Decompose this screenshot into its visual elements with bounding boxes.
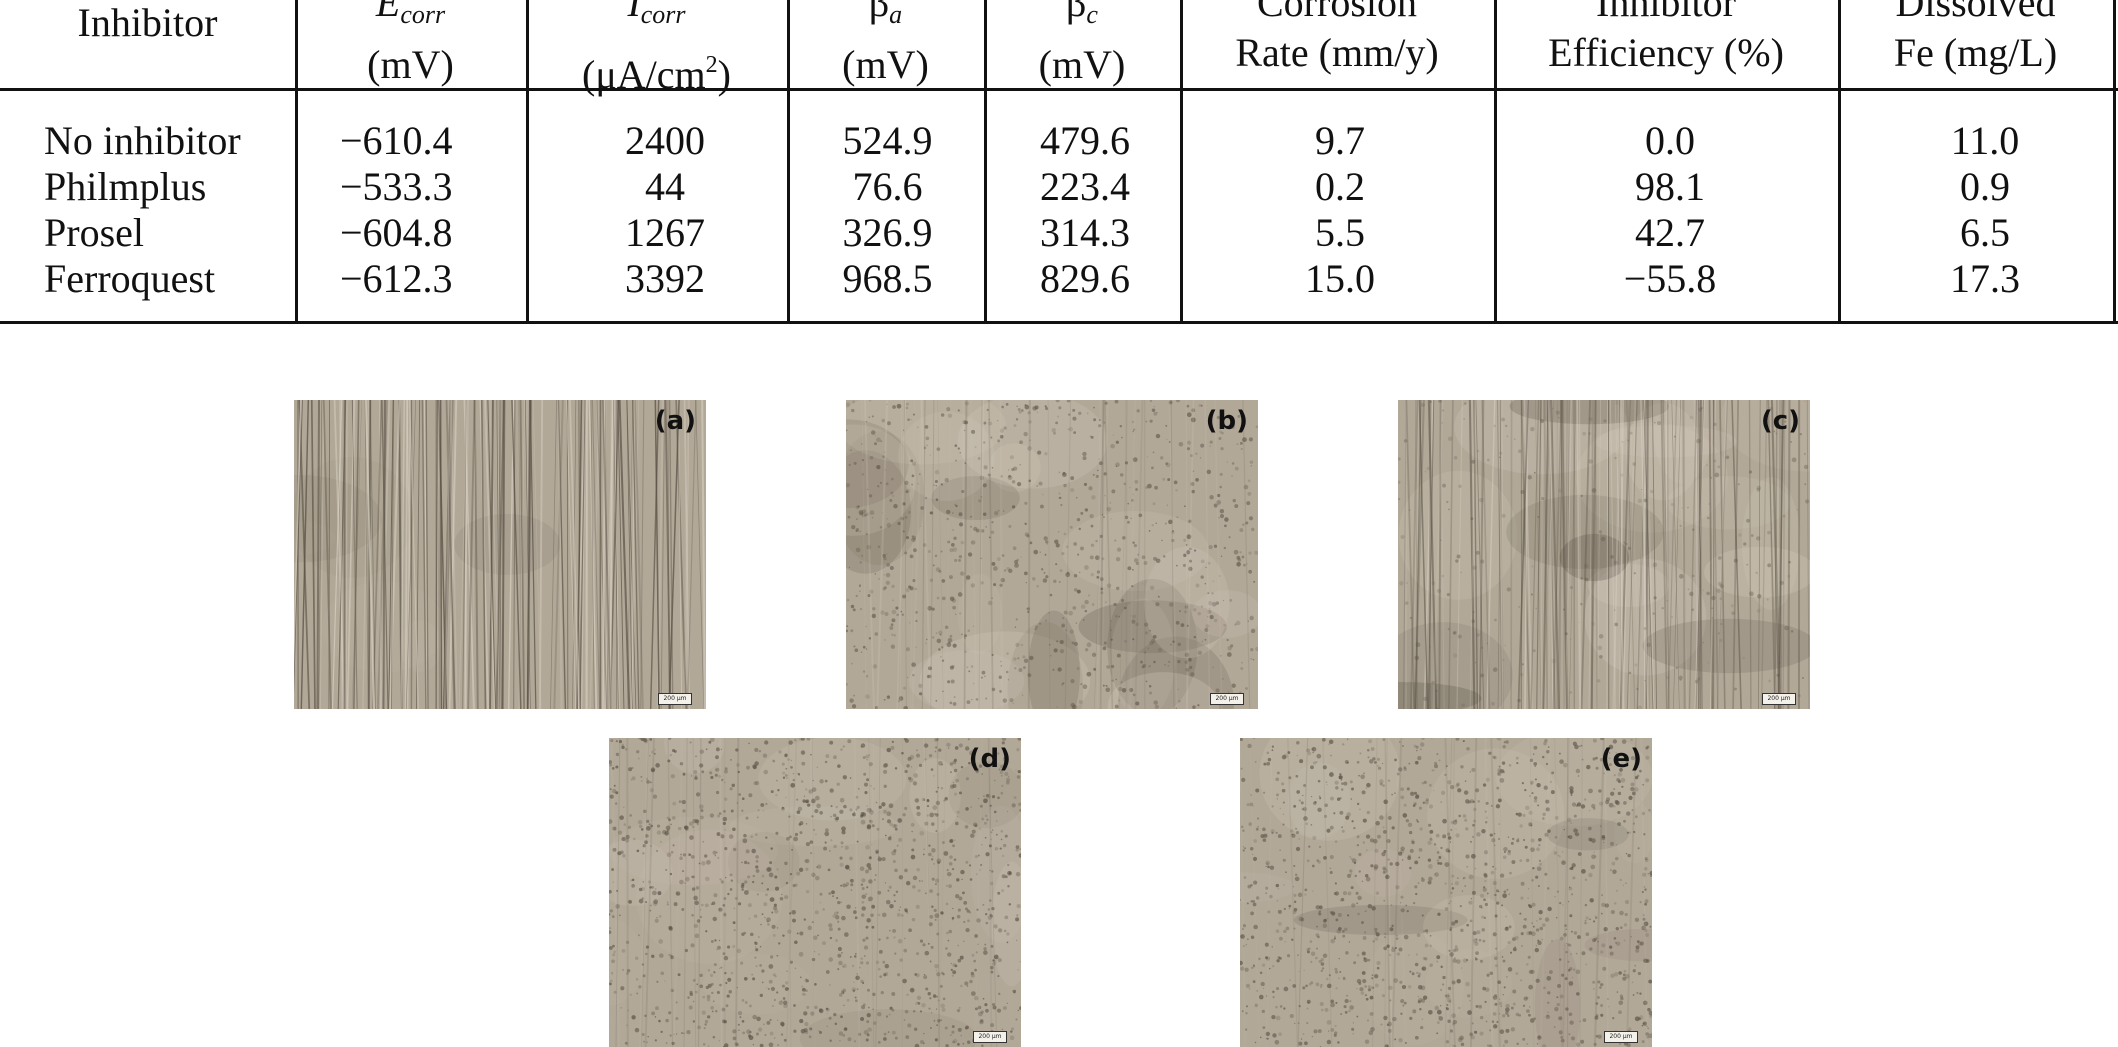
table-cell: 524.9 bbox=[800, 118, 975, 164]
table-cell: 98.1 bbox=[1520, 164, 1820, 210]
header-beta-c: βc (mV) bbox=[984, 0, 1180, 90]
micrograph-image bbox=[1398, 400, 1810, 709]
table-cell: 479.6 bbox=[990, 118, 1180, 164]
table-cell: 15.0 bbox=[1190, 256, 1490, 302]
table-cell: 42.7 bbox=[1520, 210, 1820, 256]
table-cell: 5.5 bbox=[1190, 210, 1490, 256]
row-label: Philmplus bbox=[44, 164, 284, 210]
table-cell: 968.5 bbox=[800, 256, 975, 302]
table-cell: 0.2 bbox=[1190, 164, 1490, 210]
table-cell: 0.0 bbox=[1520, 118, 1820, 164]
table-cell: −610.4 bbox=[340, 118, 520, 164]
micrograph-a: (a) 200 μm bbox=[294, 400, 706, 709]
table-cell: 829.6 bbox=[990, 256, 1180, 302]
table-cell: 9.7 bbox=[1190, 118, 1490, 164]
table-cell: −55.8 bbox=[1520, 256, 1820, 302]
panel-label: (b) bbox=[1206, 406, 1248, 436]
row-label: Prosel bbox=[44, 210, 284, 256]
scale-bar: 200 μm bbox=[1210, 693, 1244, 705]
micrograph-c: (c) 200 μm bbox=[1398, 400, 1810, 709]
panel-label: (a) bbox=[655, 406, 696, 436]
scale-bar: 200 μm bbox=[1604, 1031, 1638, 1043]
table-cell: 326.9 bbox=[800, 210, 975, 256]
table-cell: 6.5 bbox=[1860, 210, 2110, 256]
header-corrosion-rate: Corrosion Rate (mm/y) bbox=[1180, 0, 1494, 78]
table-cell: 76.6 bbox=[800, 164, 975, 210]
scale-bar: 200 μm bbox=[658, 693, 692, 705]
table-cell: 17.3 bbox=[1860, 256, 2110, 302]
micrograph-b: (b) 200 μm bbox=[846, 400, 1258, 709]
scale-bar: 200 μm bbox=[1762, 693, 1796, 705]
header-dissolved-fe: Dissolved Fe (mg/L) bbox=[1838, 0, 2113, 78]
micrograph-image bbox=[294, 400, 706, 709]
header-icorr: Icorr (μA/cm2) bbox=[526, 0, 787, 100]
table-cell: −533.3 bbox=[340, 164, 520, 210]
table-cell: 1267 bbox=[570, 210, 760, 256]
table-cell: 223.4 bbox=[990, 164, 1180, 210]
data-table: Inhibitor Ecorr (mV) Icorr (μA/cm2) βa (… bbox=[0, 0, 2118, 324]
table-cell: 314.3 bbox=[990, 210, 1180, 256]
row-label: Ferroquest bbox=[44, 256, 284, 302]
micrograph-d: (d) 200 μm bbox=[609, 738, 1021, 1047]
header-beta-a: βa (mV) bbox=[787, 0, 984, 90]
table-cell: 0.9 bbox=[1860, 164, 2110, 210]
table-cell: 11.0 bbox=[1860, 118, 2110, 164]
bottom-rule bbox=[0, 321, 2118, 324]
micrograph-image bbox=[1240, 738, 1652, 1047]
panel-label: (e) bbox=[1601, 744, 1642, 774]
header-ecorr: Ecorr (mV) bbox=[295, 0, 526, 90]
micrograph-image bbox=[846, 400, 1258, 709]
table-cell: −604.8 bbox=[340, 210, 520, 256]
micrograph-e: (e) 200 μm bbox=[1240, 738, 1652, 1047]
table-cell: 2400 bbox=[570, 118, 760, 164]
table-cell: −612.3 bbox=[340, 256, 520, 302]
panel-label: (c) bbox=[1761, 406, 1800, 436]
panel-label: (d) bbox=[969, 744, 1011, 774]
header-inhibitor: Inhibitor bbox=[0, 0, 295, 48]
header-inhibitor-efficiency: Inhibitor Efficiency (%) bbox=[1494, 0, 1838, 78]
column-divider bbox=[2113, 0, 2116, 324]
table-cell: 3392 bbox=[570, 256, 760, 302]
row-label: No inhibitor bbox=[44, 118, 284, 164]
micrograph-image bbox=[609, 738, 1021, 1047]
table-cell: 44 bbox=[570, 164, 760, 210]
scale-bar: 200 μm bbox=[973, 1031, 1007, 1043]
